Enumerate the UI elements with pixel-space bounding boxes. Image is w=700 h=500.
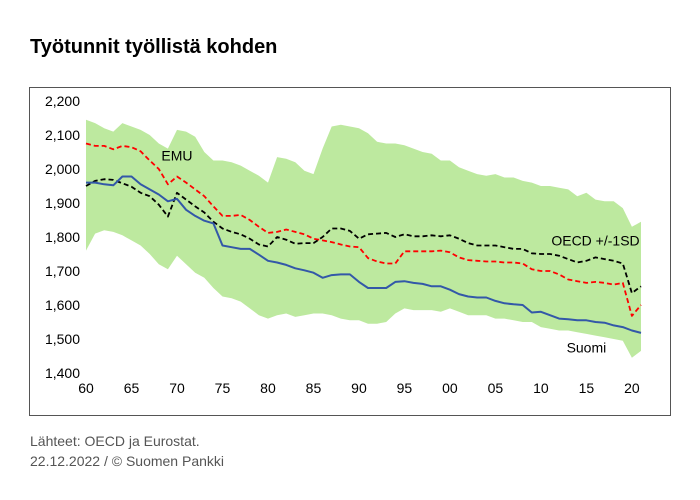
series-label-1: OECD +/-1SD — [551, 232, 639, 248]
y-tick-label: 1,500 — [45, 331, 80, 347]
x-tick-label: 20 — [624, 380, 640, 396]
chart-title: Työtunnit työllistä kohden — [30, 36, 278, 58]
band-oecd-1sd — [86, 119, 641, 358]
x-tick-label: 95 — [397, 380, 413, 396]
x-tick-label: 00 — [442, 380, 458, 396]
series-label-2: Suomi — [567, 340, 607, 356]
y-tick-label: 1,600 — [45, 297, 80, 313]
x-tick-label: 10 — [533, 380, 549, 396]
y-tick-label: 2,000 — [45, 161, 80, 177]
x-tick-label: 60 — [78, 380, 94, 396]
y-tick-label: 1,800 — [45, 229, 80, 245]
series-emu-line — [85, 142, 642, 317]
x-tick-label: 65 — [124, 380, 140, 396]
y-tick-label: 1,900 — [45, 195, 80, 211]
x-tick-label: 90 — [351, 380, 367, 396]
y-tick-label: 1,700 — [45, 263, 80, 279]
x-tick-label: 15 — [579, 380, 595, 396]
y-tick-label: 1,400 — [45, 365, 80, 381]
source-note: Lähteet: OECD ja Eurostat. — [30, 433, 200, 449]
series-oecd-line — [85, 178, 642, 295]
y-tick-label: 2,100 — [45, 127, 80, 143]
x-tick-label: 05 — [488, 380, 504, 396]
series-suomi-line — [86, 175, 642, 334]
x-tick-label: 85 — [306, 380, 322, 396]
plot-frame — [29, 87, 671, 416]
date-copyright: 22.12.2022 / © Suomen Pankki — [30, 453, 224, 469]
series-label-0: EMU — [161, 147, 192, 163]
x-tick-label: 70 — [169, 380, 185, 396]
x-tick-label: 75 — [215, 380, 231, 396]
y-tick-label: 2,200 — [45, 93, 80, 109]
x-tick-label: 80 — [260, 380, 276, 396]
